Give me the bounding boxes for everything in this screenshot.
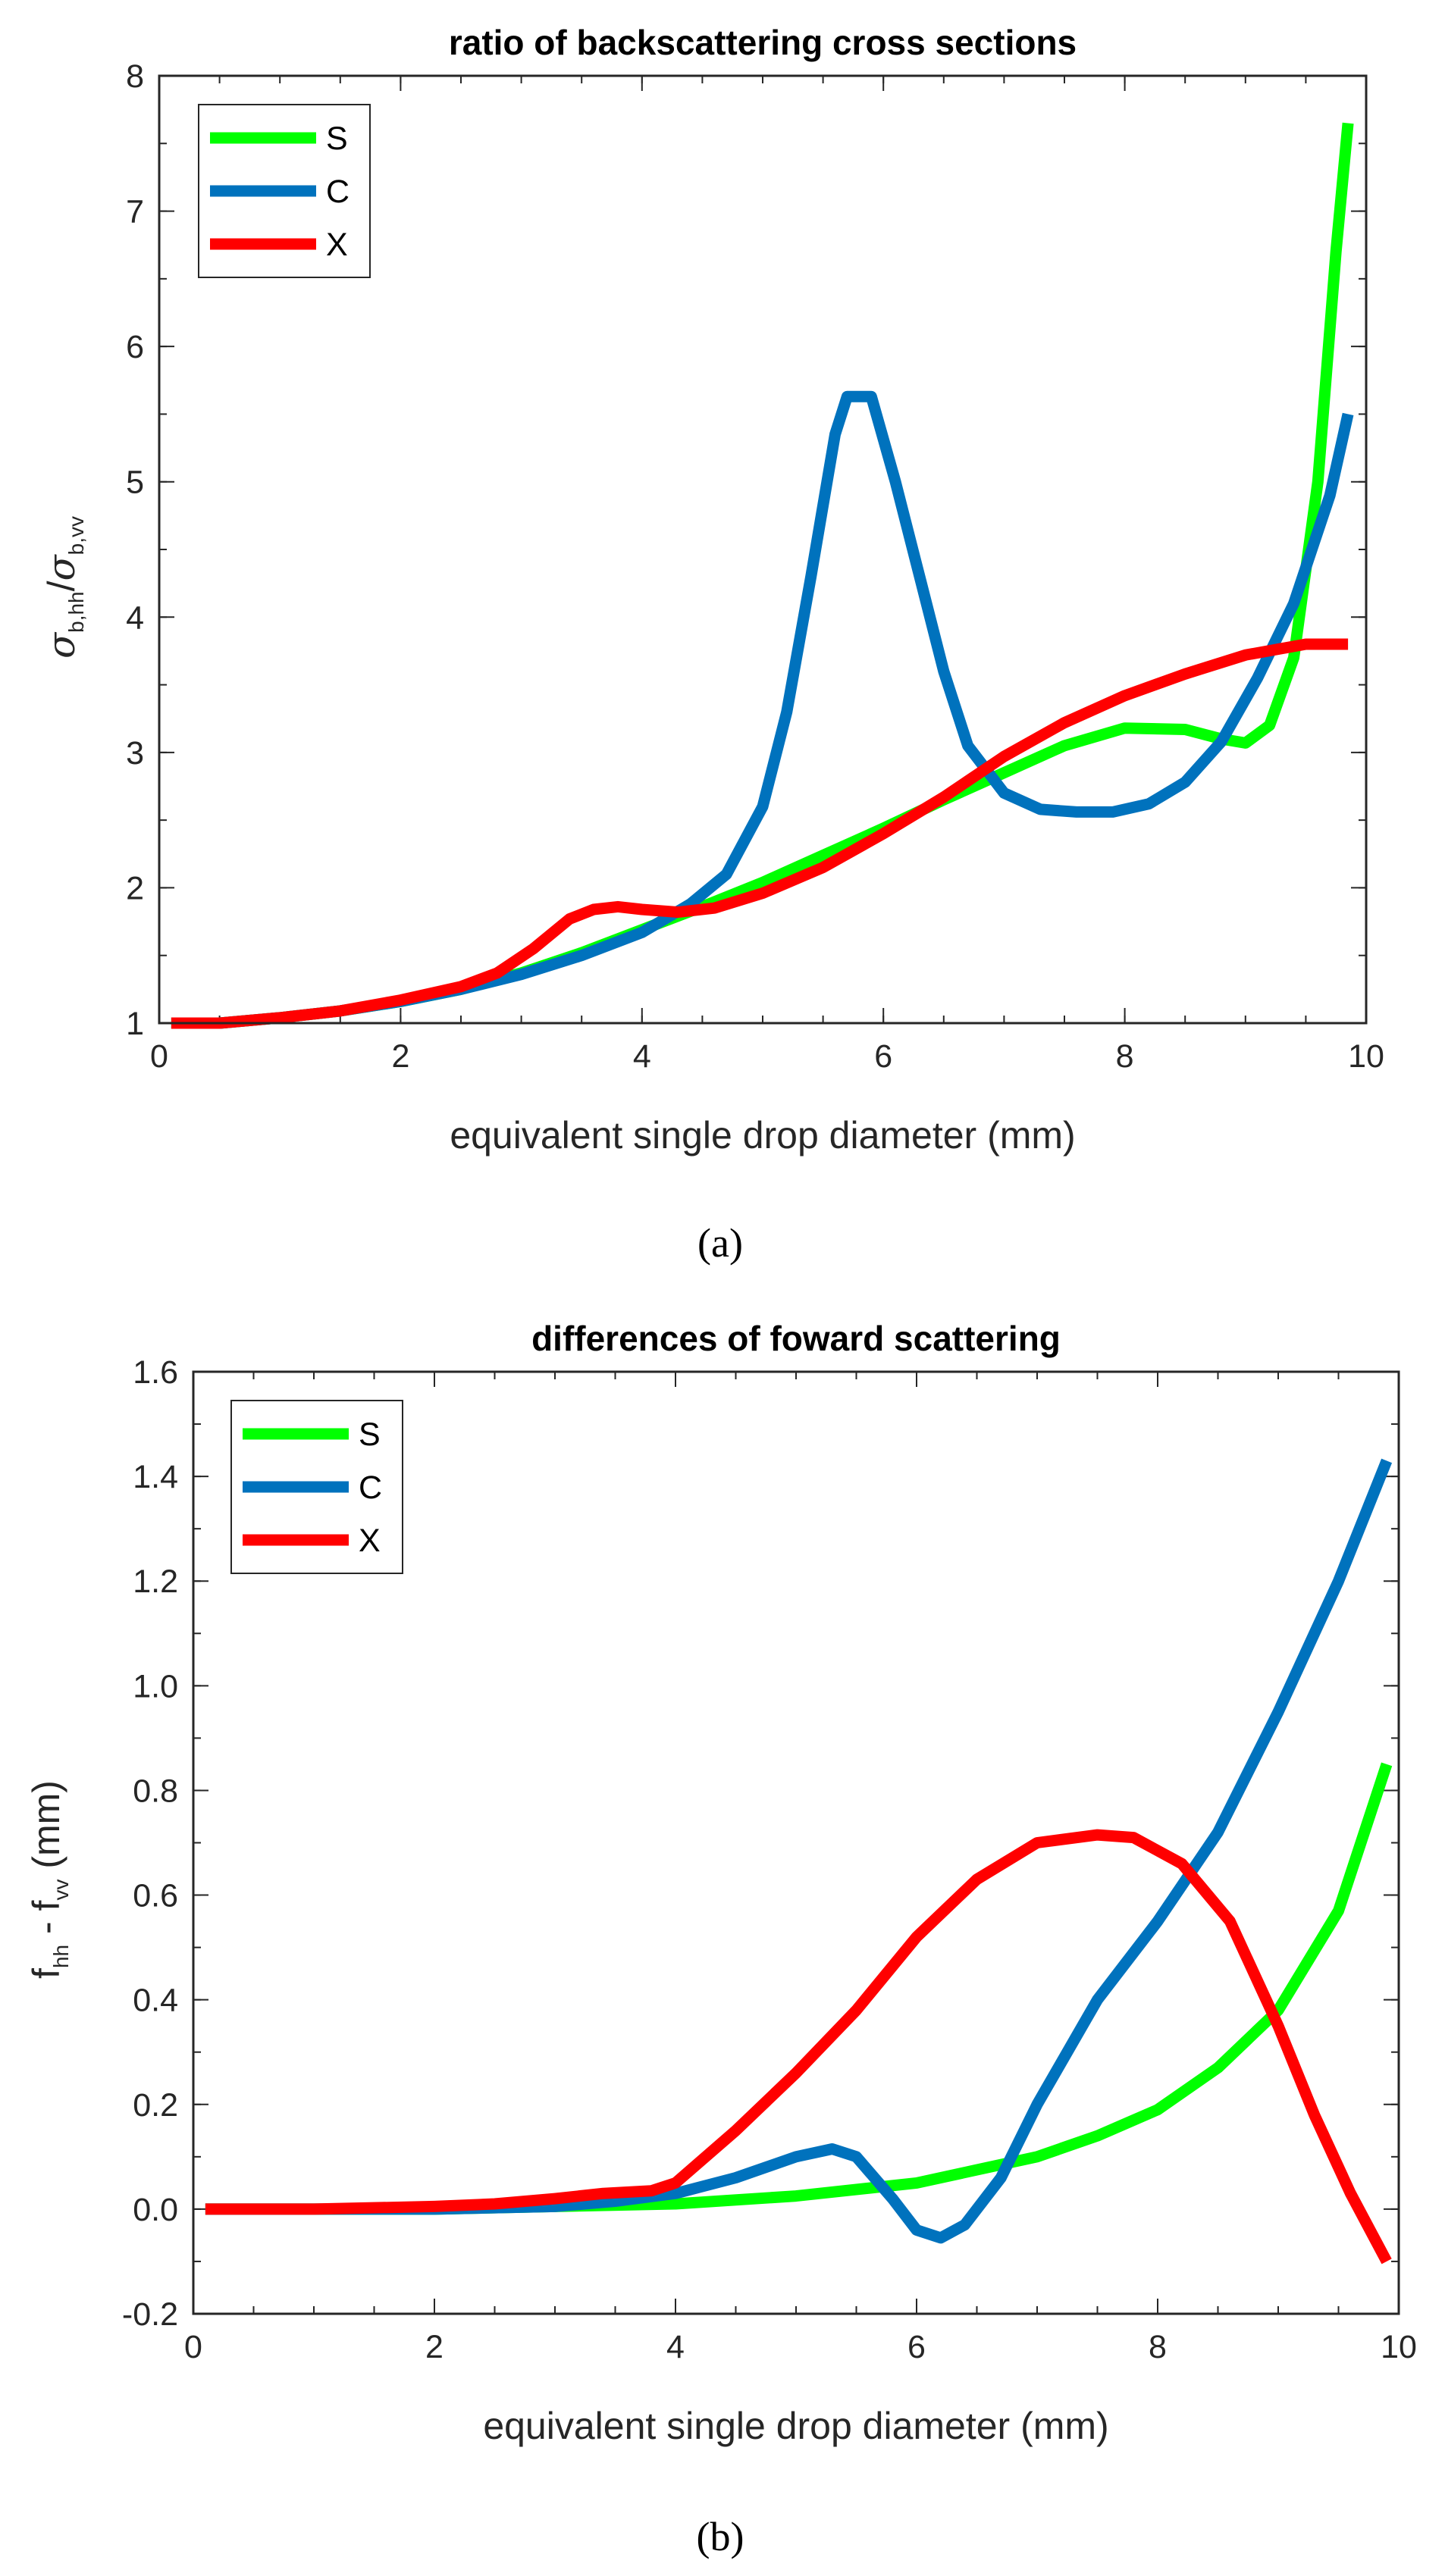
x-tick-label: 10 (1381, 2329, 1417, 2365)
legend-label-X: X (326, 227, 348, 263)
chart-b-plot-area: 0 2 4 6 8 10 -0.2 0.0 0.2 0.4 0.6 0.8 1.0 1.2 1.4 1.6 SC… (122, 1354, 1417, 2365)
series-line-X (205, 1829, 1392, 2265)
y-tick-label: 1.4 (133, 1459, 178, 1495)
chart-a-ylabel-sub1: b,hh (64, 591, 88, 633)
x-tick-label: 2 (425, 2329, 444, 2365)
chart-b-title: differences of foward scattering (531, 1319, 1061, 1358)
x-tick-label: 8 (1149, 2329, 1167, 2365)
x-tick-label: 4 (633, 1038, 651, 1075)
chart-b-caption: (b) (697, 2514, 744, 2559)
x-tick-label: 2 (391, 1038, 409, 1075)
chart-a-title: ratio of backscattering cross sections (449, 23, 1077, 62)
y-tick-label: 2 (126, 870, 144, 906)
legend: SCX (198, 104, 371, 278)
y-tick-label: 0.2 (133, 2087, 178, 2124)
chart-a-ylabel: σb,hh/σb,vv (39, 516, 88, 659)
chart-b-ylabel-mid: - f (25, 1900, 67, 1944)
chart-a-ylabel-sub2: b,vv (64, 516, 88, 555)
y-tick-label: 5 (126, 465, 144, 501)
y-tick-label: 0.0 (133, 2192, 178, 2228)
series-line-C (171, 390, 1354, 1029)
legend-label-C: C (326, 174, 349, 210)
x-tick-label: 6 (907, 2329, 926, 2365)
x-tick-label: 4 (666, 2329, 685, 2365)
y-tick-label: 3 (126, 735, 144, 772)
chart-b-ylabel-sub2: vv (49, 1880, 73, 1901)
y-tick-label: 8 (126, 58, 144, 95)
y-tick-label: 1 (126, 1006, 144, 1042)
chart-a-ylabel-slash: / (40, 581, 83, 591)
y-tick-label: 1.2 (133, 1563, 178, 1600)
chart-b-ylabel: fhh - fvv (mm) (25, 1780, 73, 1979)
legend: SCX (230, 1400, 403, 1574)
y-tick-label: 0.8 (133, 1773, 178, 1809)
chart-b-ylabel-sub1: hh (49, 1945, 73, 1968)
chart-a-caption: (a) (697, 1220, 743, 1266)
series-line-C (205, 1458, 1393, 2244)
x-tick-label: 0 (184, 2329, 202, 2365)
y-tick-label: 1.6 (133, 1354, 178, 1391)
chart-b-ylabel-end: (mm) (25, 1780, 67, 1880)
y-tick-label: 4 (126, 599, 144, 636)
legend-label-C: C (359, 1470, 382, 1506)
chart-a: ratio of backscattering cross sections 0… (39, 23, 1384, 1266)
axes-box (158, 74, 1368, 1025)
series-line-X (171, 638, 1349, 1029)
x-tick-label: 0 (150, 1038, 168, 1075)
chart-b-xlabel: equivalent single drop diameter (mm) (483, 2405, 1108, 2447)
series-line-S (205, 1762, 1393, 2215)
legend-label-S: S (326, 121, 348, 157)
axes-box (192, 1370, 1400, 2315)
chart-a-ylabel-sym2: σ (39, 553, 83, 581)
chart-a-xlabel: equivalent single drop diameter (mm) (450, 1114, 1075, 1157)
chart-a-ylabel-sym1: σ (39, 631, 83, 659)
y-tick-label: 7 (126, 194, 144, 230)
y-tick-label: 0.4 (133, 1983, 178, 2019)
y-tick-label: 6 (126, 329, 144, 365)
chart-b: differences of foward scattering 0 2 4 6 8 10… (25, 1319, 1417, 2559)
legend-label-X: X (359, 1523, 381, 1559)
chart-b-ylabel-f1: f (25, 1968, 67, 1979)
y-tick-label: -0.2 (122, 2296, 178, 2333)
x-tick-label: 8 (1116, 1038, 1134, 1075)
x-tick-label: 10 (1348, 1038, 1384, 1075)
x-tick-label: 6 (874, 1038, 892, 1075)
y-tick-label: 0.6 (133, 1878, 178, 1914)
legend-label-S: S (359, 1416, 381, 1453)
y-tick-label: 1.0 (133, 1668, 178, 1704)
